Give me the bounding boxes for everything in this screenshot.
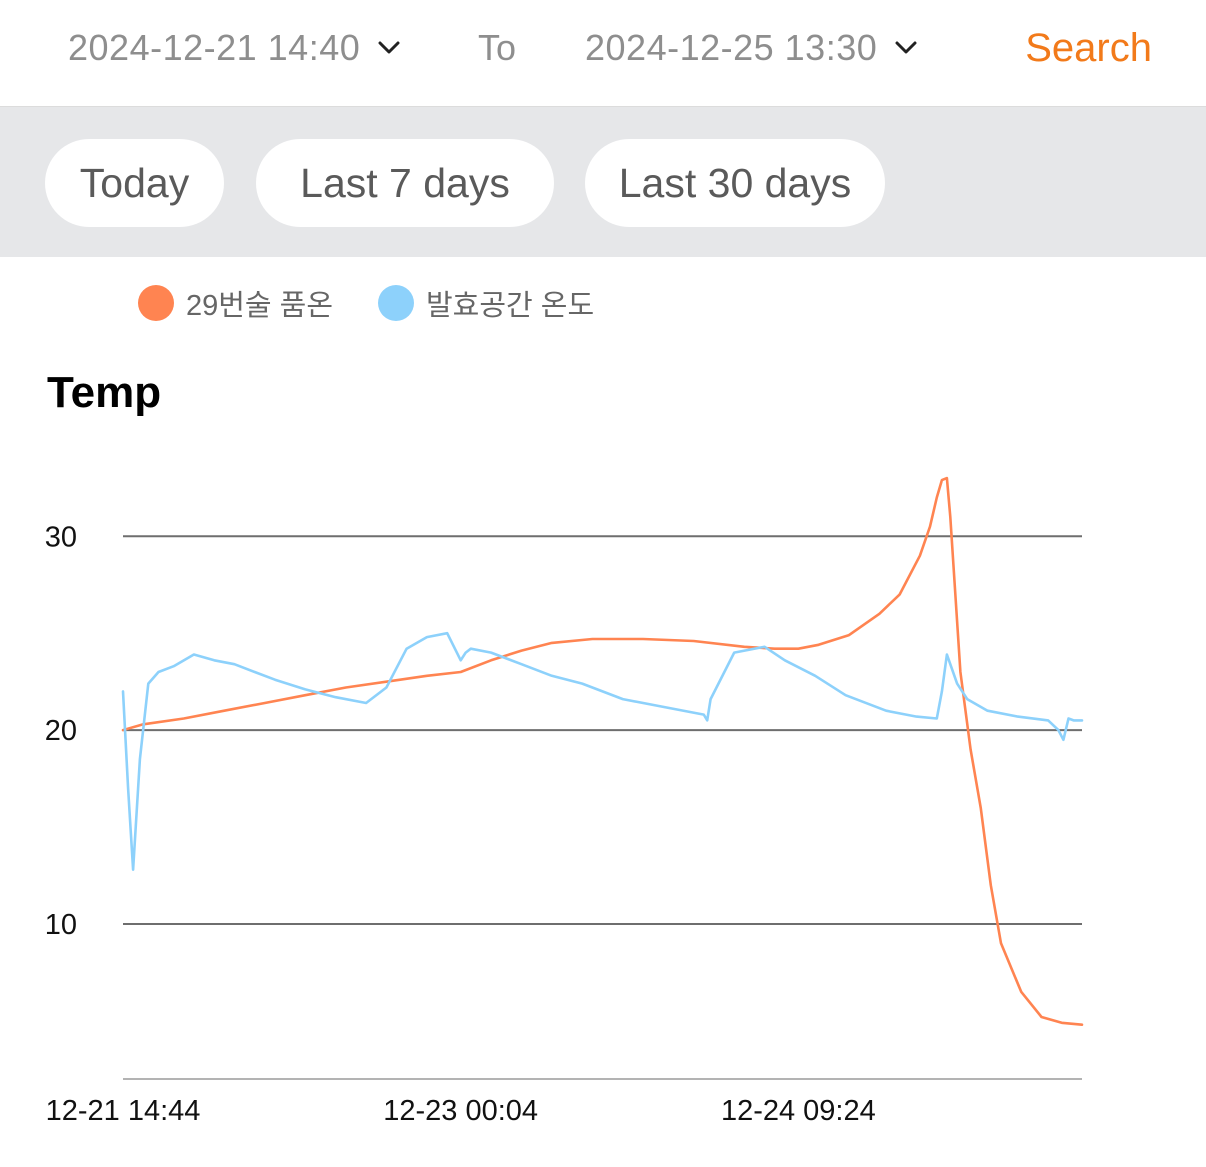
y-tick-label-10: 10	[45, 909, 77, 941]
x-tick-label-3: 12-24 09:24	[721, 1095, 876, 1127]
chevron-down-icon	[895, 41, 917, 54]
end-date-value: 2024-12-25 13:30	[585, 27, 878, 68]
legend-label-series-2: 발효공간 온도	[426, 290, 595, 322]
x-tick-label-2: 12-23 00:04	[383, 1095, 538, 1127]
chevron-down-icon	[378, 41, 400, 54]
legend-item-series-2[interactable]: 발효공간 온도	[378, 280, 594, 326]
search-button[interactable]: Search	[1025, 26, 1152, 70]
legend-dot-blue	[378, 285, 414, 321]
y-tick-label-20: 20	[45, 715, 77, 747]
chart-legend: 29번술 품온 발효공간 온도	[0, 280, 1206, 326]
range-last-7-days-button[interactable]: Last 7 days	[256, 139, 554, 227]
temperature-chart: 10 20 30 12-21 14:44 12-23 00:04 12-24 09:24	[0, 420, 1206, 1162]
date-filter-bar: 2024-12-21 14:40 To 2024-12-25 13:30 Sea…	[0, 0, 1206, 106]
series-line-2	[121, 631, 1084, 872]
quick-range-bar: Today Last 7 days Last 30 days	[0, 106, 1206, 257]
range-last-30-days-button[interactable]: Last 30 days	[585, 139, 885, 227]
start-date-value: 2024-12-21 14:40	[68, 27, 361, 68]
legend-item-series-1[interactable]: 29번술 품온	[138, 280, 333, 326]
to-label: To	[478, 27, 517, 68]
start-date-select[interactable]: 2024-12-21 14:40	[68, 26, 400, 70]
chart-title: Temp	[47, 368, 162, 417]
legend-dot-orange	[138, 285, 174, 321]
temperature-chart-svg: 10 20 30 12-21 14:44 12-23 00:04 12-24 09:24	[45, 476, 1084, 1127]
end-date-select[interactable]: 2024-12-25 13:30	[585, 26, 917, 70]
range-today-button[interactable]: Today	[45, 139, 224, 227]
series-line-1	[121, 476, 1084, 1027]
y-tick-label-30: 30	[45, 521, 77, 553]
x-tick-label-1: 12-21 14:44	[46, 1095, 201, 1127]
legend-label-series-1: 29번술 품온	[186, 290, 334, 322]
